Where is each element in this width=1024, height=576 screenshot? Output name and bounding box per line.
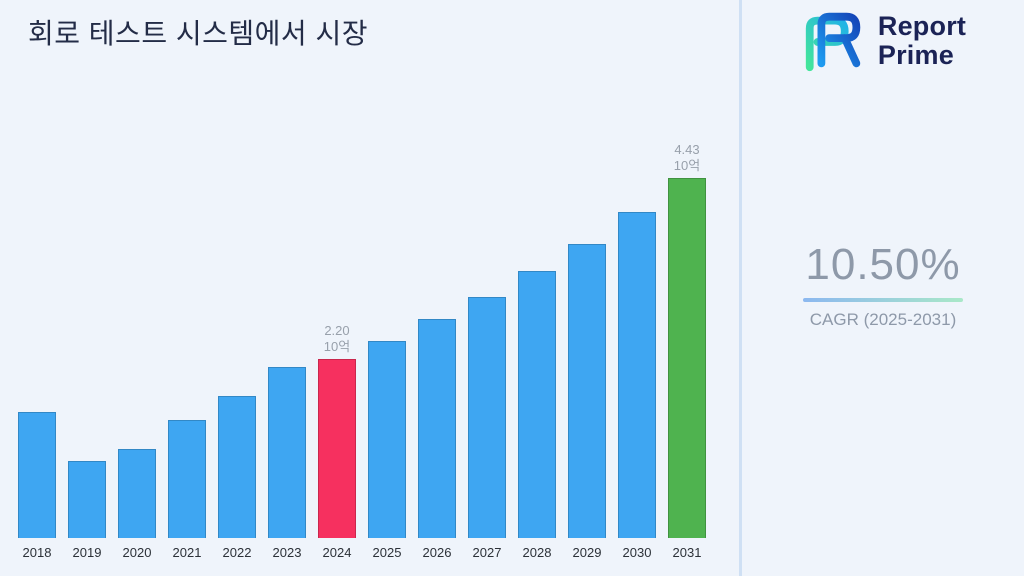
bar-column-2022: 2022 xyxy=(218,396,256,560)
bar-column-2026: 2026 xyxy=(418,319,456,560)
brand-name-line1: Report xyxy=(877,10,967,41)
bar-column-2018: 2018 xyxy=(18,412,56,560)
chart-bar-2029 xyxy=(568,244,606,538)
bar-column-2027: 2027 xyxy=(468,297,506,560)
bar-column-2029: 2029 xyxy=(568,244,606,560)
chart-bar-2025 xyxy=(368,341,406,538)
bar-column-2023: 2023 xyxy=(268,367,306,560)
chart-bar-2030 xyxy=(618,212,656,538)
chart-bar-2020 xyxy=(118,449,156,538)
bar-value-label-2031: 4.43 10억 xyxy=(673,141,701,173)
chart-bar-2019 xyxy=(68,461,106,538)
x-axis-label-2026: 2026 xyxy=(422,545,452,560)
cagr-value: 10.50% xyxy=(805,240,961,289)
page-title: 회로 테스트 시스템에서 시장 xyxy=(28,18,368,49)
cagr-block: 10.50% CAGR (2025-2031) xyxy=(803,240,963,330)
x-axis-label-2018: 2018 xyxy=(22,545,52,560)
chart-bar-2024 xyxy=(318,359,356,538)
cagr-label: CAGR (2025-2031) xyxy=(809,310,957,329)
x-axis-label-2031: 2031 xyxy=(672,545,702,560)
x-axis-label-2020: 2020 xyxy=(122,545,152,560)
brand-name: Report Prime xyxy=(877,10,967,70)
chart-bar-2026 xyxy=(418,319,456,538)
bar-column-2020: 2020 xyxy=(118,449,156,560)
bar-value-label-2024: 2.20 10억 xyxy=(323,322,351,354)
x-axis-label-2027: 2027 xyxy=(472,545,502,560)
chart-bar-2021 xyxy=(168,420,206,538)
x-axis-label-2024: 2024 xyxy=(322,545,352,560)
x-axis-label-2019: 2019 xyxy=(72,545,102,560)
bar-column-2021: 2021 xyxy=(168,420,206,560)
chart-bar-2022 xyxy=(218,396,256,538)
bar-column-2028: 2028 xyxy=(518,271,556,560)
bar-column-2025: 2025 xyxy=(368,341,406,560)
brand-name-line2: Prime xyxy=(877,40,954,70)
x-axis-label-2029: 2029 xyxy=(572,545,602,560)
chart-bar-2031 xyxy=(668,178,706,538)
x-axis-label-2022: 2022 xyxy=(222,545,252,560)
chart-bar-2028 xyxy=(518,271,556,538)
bar-column-2024: 2.20 10억 2024 xyxy=(318,322,356,560)
bar-column-2031: 4.43 10억 2031 xyxy=(668,141,706,560)
x-axis-label-2023: 2023 xyxy=(272,545,302,560)
x-axis-label-2030: 2030 xyxy=(622,545,652,560)
chart-panel: 회로 테스트 시스템에서 시장 2018 2019 2020 2021 2022 2023… xyxy=(18,18,706,560)
cagr-underline xyxy=(803,298,963,302)
chart-bar-2018 xyxy=(18,412,56,538)
bar-column-2019: 2019 xyxy=(68,461,106,560)
report-prime-logo-icon xyxy=(800,10,870,72)
bar-column-2030: 2030 xyxy=(618,212,656,560)
chart-bar-2027 xyxy=(468,297,506,538)
x-axis-label-2025: 2025 xyxy=(372,545,402,560)
panel-divider xyxy=(739,0,742,576)
chart-bar-2023 xyxy=(268,367,306,538)
brand-logo: Report Prime xyxy=(800,10,966,72)
x-axis-label-2021: 2021 xyxy=(172,545,202,560)
side-panel: Report Prime 10.50% CAGR (2025-2031) xyxy=(742,0,1024,576)
bar-chart: 2018 2019 2020 2021 2022 2023 2.20 10억 2024 2025 2… xyxy=(18,120,706,560)
x-axis-label-2028: 2028 xyxy=(522,545,552,560)
